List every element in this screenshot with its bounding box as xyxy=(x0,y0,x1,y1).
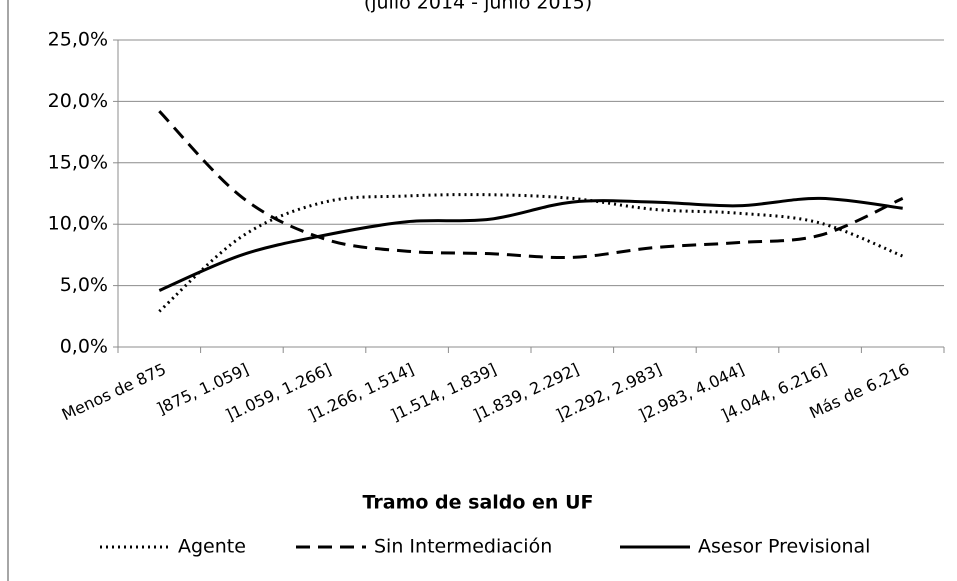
legend-label: Agente xyxy=(178,536,246,558)
series-line xyxy=(158,196,903,292)
y-tick-label: 25,0% xyxy=(48,29,108,51)
y-tick-label: 10,0% xyxy=(48,213,108,235)
y-tick-label: 5,0% xyxy=(60,274,108,296)
y-tick-label: 0,0% xyxy=(60,336,108,358)
y-tick-label: 20,0% xyxy=(48,90,108,112)
chart-subtitle: (julio 2014 - junio 2015) xyxy=(364,0,592,14)
chart-frame xyxy=(7,0,9,581)
legend-label: Sin Intermediación xyxy=(374,536,552,558)
y-tick-label: 15,0% xyxy=(48,151,108,173)
series-line xyxy=(158,193,904,313)
series-line xyxy=(158,110,904,260)
x-tick-label: Menos de 875 xyxy=(59,359,169,424)
legend-label: Asesor Previsional xyxy=(698,536,870,558)
x-axis-title: Tramo de saldo en UF xyxy=(363,492,594,514)
